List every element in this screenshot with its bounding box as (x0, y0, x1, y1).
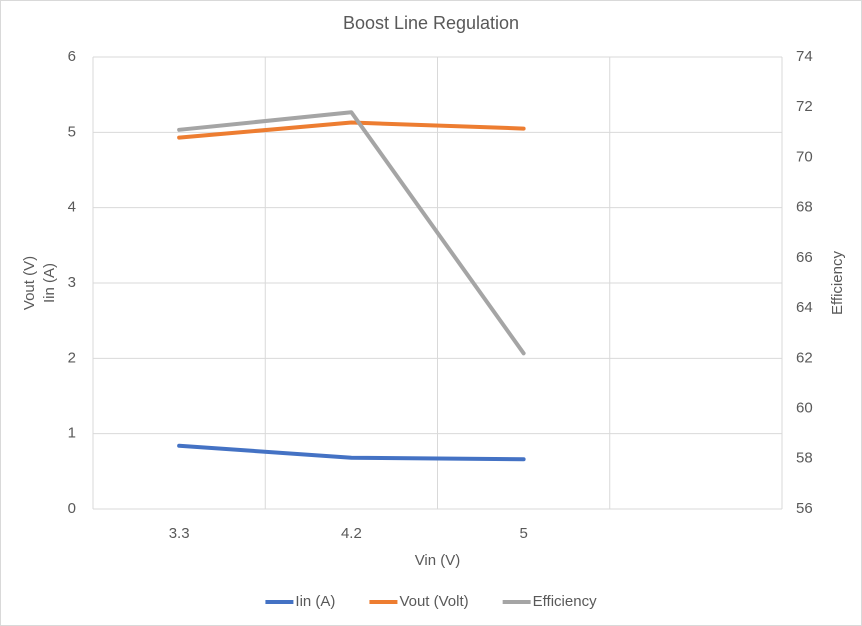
x-tick-label: 5 (519, 525, 527, 542)
y2-tick-label: 68 (796, 199, 813, 216)
y-tick-label: 4 (68, 199, 76, 216)
y2-tick-label: 66 (796, 249, 813, 266)
y2-tick-label: 56 (796, 500, 813, 517)
y2-tick-label: 70 (796, 148, 813, 165)
legend-label: Iin (A) (295, 593, 335, 610)
y2-tick-label: 64 (796, 299, 813, 316)
y2-tick-label: 60 (796, 400, 813, 417)
legend-label: Efficiency (533, 593, 597, 610)
y-axis-title: Iin (A) (41, 263, 58, 303)
chart-title: Boost Line Regulation (343, 13, 519, 33)
y2-tick-label: 72 (796, 98, 813, 115)
x-tick-label: 4.2 (341, 525, 362, 542)
y-tick-label: 2 (68, 349, 76, 366)
series-line (177, 120, 526, 140)
y2-axis-title: Efficiency (829, 251, 846, 315)
series-line (177, 443, 526, 462)
y-tick-label: 0 (68, 500, 76, 517)
y-tick-label: 1 (68, 425, 76, 442)
y2-tick-label: 58 (796, 450, 813, 467)
y-axis-title: Vout (V) (21, 256, 38, 310)
legend-label: Vout (Volt) (399, 593, 468, 610)
x-axis-title: Vin (V) (415, 552, 461, 569)
y-tick-label: 5 (68, 123, 76, 140)
y2-tick-label: 74 (796, 48, 813, 65)
y-tick-label: 3 (68, 274, 76, 291)
y2-tick-label: 62 (796, 349, 813, 366)
x-tick-label: 3.3 (169, 525, 190, 542)
y-tick-label: 6 (68, 48, 76, 65)
series-line (177, 110, 526, 356)
